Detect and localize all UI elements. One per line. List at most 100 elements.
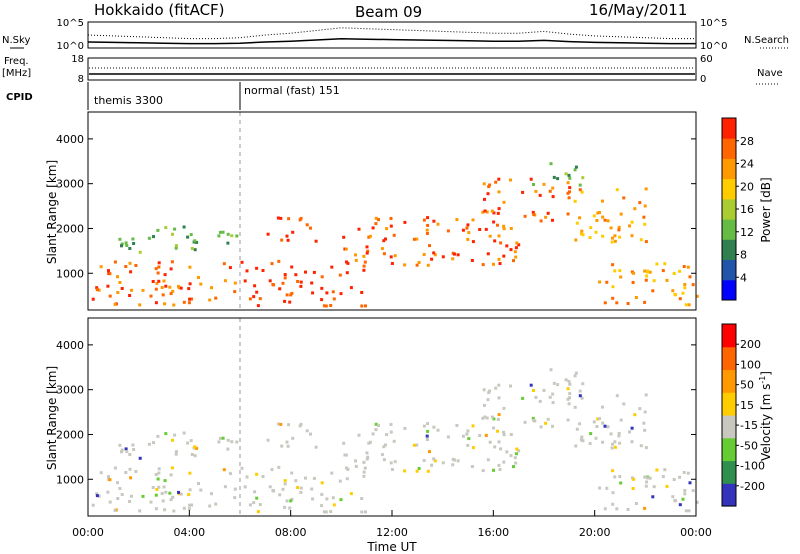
velocity-cell bbox=[643, 506, 647, 510]
power-cell bbox=[531, 210, 535, 214]
noise-panel: 10^5 10^0 10^5 10^0 bbox=[57, 18, 728, 52]
power-cell bbox=[174, 246, 178, 250]
power-cell bbox=[389, 217, 393, 220]
power-cell bbox=[512, 259, 515, 263]
velocity-cell bbox=[594, 436, 598, 440]
power-cell bbox=[393, 254, 397, 258]
freq-left-tick-top: 18 bbox=[71, 54, 84, 65]
power-cell bbox=[91, 297, 95, 301]
power-cell bbox=[182, 300, 186, 304]
power-cell bbox=[566, 212, 570, 216]
velocity-cell bbox=[124, 471, 128, 474]
velocity-cell bbox=[644, 446, 648, 450]
power-cell bbox=[578, 188, 582, 192]
velocity-cell bbox=[270, 468, 274, 472]
velocity-ytick-label-2: 3000 bbox=[56, 384, 84, 397]
velocity-cell bbox=[261, 475, 265, 478]
power-cell bbox=[296, 280, 300, 283]
power-cell bbox=[107, 269, 110, 273]
velocity-cell bbox=[455, 424, 459, 427]
power-cell bbox=[626, 302, 630, 305]
power-echo-cells bbox=[91, 162, 699, 308]
velocity-cell bbox=[514, 452, 518, 456]
power-cell bbox=[673, 292, 677, 296]
velocity-cell bbox=[138, 509, 142, 513]
power-cell bbox=[245, 269, 249, 273]
power-cell bbox=[470, 259, 474, 262]
velocity-cell bbox=[149, 500, 153, 504]
velocity-cell bbox=[188, 471, 192, 475]
noise-left-tick-top: 10^5 bbox=[57, 18, 84, 29]
power-cell bbox=[152, 235, 155, 239]
velocity-cell bbox=[125, 450, 129, 453]
power-cell bbox=[509, 178, 512, 182]
velocity-cell bbox=[598, 486, 602, 490]
power-cell bbox=[523, 214, 527, 218]
power-cell bbox=[116, 291, 120, 294]
power-cell bbox=[622, 196, 626, 200]
power-y-axis-label: Slant Range [km] bbox=[45, 160, 59, 264]
power-cell bbox=[190, 247, 194, 250]
power-colorbar-swatch-7 bbox=[722, 138, 736, 159]
velocity-cell bbox=[673, 498, 677, 502]
velocity-cell bbox=[360, 510, 364, 514]
velocity-cell bbox=[534, 395, 538, 399]
power-cell bbox=[433, 253, 437, 257]
velocity-cell bbox=[193, 454, 197, 458]
velocity-cell bbox=[278, 493, 282, 497]
velocity-cell bbox=[218, 436, 222, 440]
velocity-cell bbox=[603, 507, 607, 511]
velocity-cell bbox=[360, 497, 364, 500]
power-cell bbox=[552, 175, 556, 179]
power-cell bbox=[529, 177, 533, 181]
velocity-cell bbox=[432, 457, 436, 461]
power-colorbar-swatch-4 bbox=[722, 198, 736, 220]
velocity-cell bbox=[120, 448, 124, 452]
velocity-cell bbox=[497, 413, 501, 417]
power-cell bbox=[346, 261, 350, 265]
velocity-cell bbox=[393, 460, 397, 464]
velocity-cell bbox=[177, 490, 180, 494]
velocity-cell bbox=[494, 386, 498, 390]
power-cell bbox=[613, 239, 617, 243]
power-ytick-label-0: 1000 bbox=[56, 267, 84, 280]
velocity-cell bbox=[226, 438, 230, 442]
power-cell bbox=[339, 292, 343, 296]
nsky-label: N.Sky bbox=[2, 35, 30, 46]
power-cell bbox=[173, 227, 177, 231]
velocity-cell bbox=[256, 510, 260, 514]
velocity-cell bbox=[310, 487, 314, 491]
power-cell bbox=[534, 189, 538, 193]
power-cell bbox=[502, 224, 506, 228]
power-cell bbox=[581, 176, 585, 180]
power-cell bbox=[415, 237, 419, 241]
power-cell bbox=[374, 222, 378, 226]
velocity-cell bbox=[382, 458, 386, 462]
velocity-cell bbox=[188, 488, 192, 492]
velocity-cell bbox=[362, 470, 366, 474]
velocity-cell bbox=[426, 429, 430, 433]
power-cell bbox=[502, 227, 506, 231]
power-cell bbox=[354, 253, 357, 257]
velocity-cell bbox=[187, 507, 191, 511]
velocity-cell bbox=[564, 378, 568, 382]
velocity-cell bbox=[268, 485, 272, 489]
velocity-cell bbox=[681, 497, 685, 501]
power-cell bbox=[484, 227, 488, 231]
velocity-cell bbox=[601, 405, 604, 409]
velocity-cell bbox=[162, 485, 166, 489]
power-cell bbox=[95, 286, 99, 290]
velocity-cell bbox=[566, 418, 570, 422]
velocity-cell bbox=[651, 495, 655, 499]
power-cell bbox=[428, 244, 431, 248]
power-cell bbox=[617, 225, 621, 229]
velocity-cell bbox=[638, 407, 642, 411]
velocity-cell bbox=[691, 489, 695, 493]
velocity-cell bbox=[210, 492, 213, 496]
velocity-cell bbox=[365, 451, 369, 455]
power-cell bbox=[277, 259, 281, 263]
velocity-cell bbox=[498, 468, 502, 471]
power-cell bbox=[163, 302, 167, 306]
velocity-cell bbox=[644, 484, 648, 488]
velocity-cell bbox=[471, 446, 475, 450]
